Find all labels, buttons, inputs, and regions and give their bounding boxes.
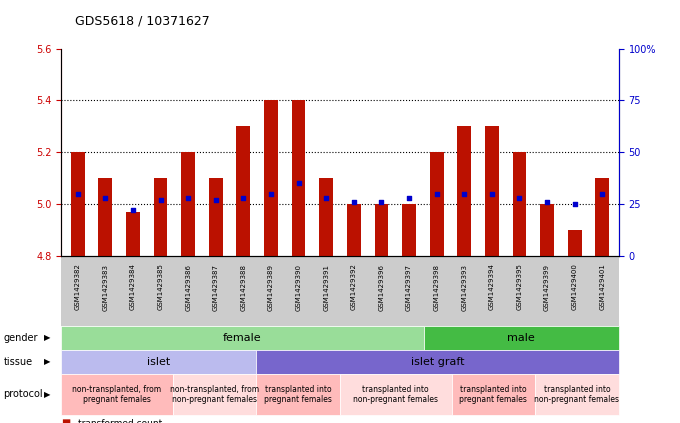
- Bar: [237, 126, 250, 256]
- Point: [348, 199, 359, 206]
- Bar: [292, 100, 305, 256]
- Text: ▶: ▶: [44, 390, 51, 399]
- Text: transplanted into
pregnant females: transplanted into pregnant females: [460, 385, 527, 404]
- Bar: [375, 204, 388, 256]
- Bar: [458, 126, 471, 256]
- Bar: [99, 178, 112, 256]
- Bar: [430, 152, 443, 256]
- Point: [183, 195, 194, 201]
- Point: [210, 197, 221, 203]
- Point: [486, 190, 497, 197]
- Bar: [71, 152, 85, 256]
- Text: GDS5618 / 10371627: GDS5618 / 10371627: [75, 15, 209, 28]
- Text: gender: gender: [3, 333, 38, 343]
- Text: transplanted into
non-pregnant females: transplanted into non-pregnant females: [354, 385, 438, 404]
- Bar: [595, 178, 609, 256]
- Point: [155, 197, 166, 203]
- Point: [238, 195, 249, 201]
- Text: tissue: tissue: [3, 357, 33, 367]
- Text: female: female: [223, 333, 262, 343]
- Text: transformed count: transformed count: [78, 419, 163, 423]
- Point: [128, 207, 139, 214]
- Bar: [540, 204, 554, 256]
- Bar: [209, 178, 222, 256]
- Point: [569, 201, 580, 207]
- Point: [376, 199, 387, 206]
- Point: [431, 190, 442, 197]
- Point: [459, 190, 470, 197]
- Text: non-transplanted, from
non-pregnant females: non-transplanted, from non-pregnant fema…: [170, 385, 259, 404]
- Text: islet: islet: [147, 357, 171, 367]
- Text: ▶: ▶: [44, 333, 51, 343]
- Point: [403, 195, 414, 201]
- Text: male: male: [507, 333, 535, 343]
- Text: islet graft: islet graft: [411, 357, 464, 367]
- Point: [72, 190, 83, 197]
- Bar: [513, 152, 526, 256]
- Point: [266, 190, 277, 197]
- Bar: [154, 178, 167, 256]
- Point: [293, 180, 304, 187]
- Bar: [347, 204, 360, 256]
- Text: transplanted into
pregnant females: transplanted into pregnant females: [265, 385, 332, 404]
- Bar: [485, 126, 498, 256]
- Bar: [320, 178, 333, 256]
- Text: non-transplanted, from
pregnant females: non-transplanted, from pregnant females: [72, 385, 162, 404]
- Bar: [264, 100, 278, 256]
- Text: protocol: protocol: [3, 389, 43, 399]
- Point: [321, 195, 332, 201]
- Point: [597, 190, 608, 197]
- Bar: [402, 204, 416, 256]
- Point: [514, 195, 525, 201]
- Text: transplanted into
non-pregnant females: transplanted into non-pregnant females: [534, 385, 619, 404]
- Point: [100, 195, 111, 201]
- Bar: [182, 152, 195, 256]
- Point: [541, 199, 552, 206]
- Text: ■: ■: [61, 418, 71, 423]
- Bar: [568, 230, 581, 256]
- Text: ▶: ▶: [44, 357, 51, 366]
- Bar: [126, 212, 140, 256]
